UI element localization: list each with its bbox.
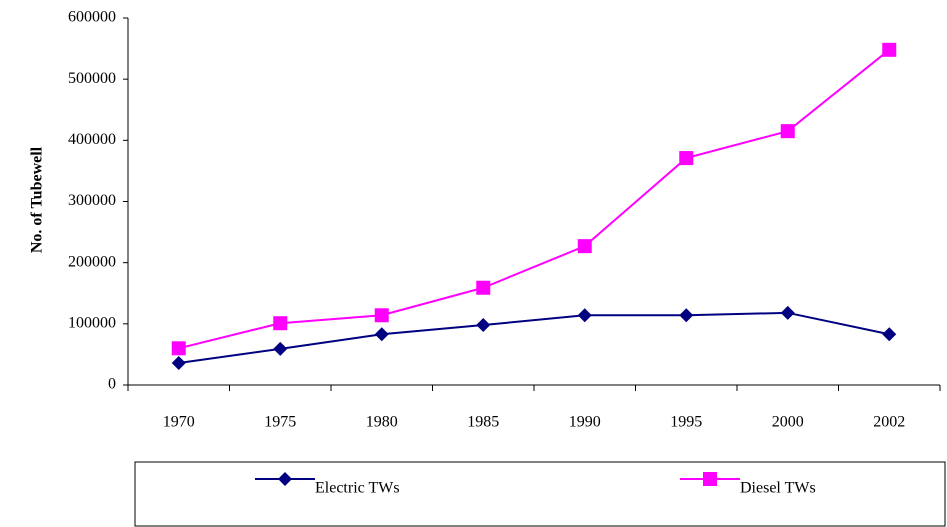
data-point [780,124,795,139]
data-point [679,308,694,323]
data-point [882,327,897,342]
data-point [882,42,897,57]
data-point [577,239,592,254]
legend-label: Electric TWs [315,480,400,497]
legend-label: Diesel TWs [740,480,816,497]
y-tick-label: 100000 [68,315,116,332]
legend-marker [278,472,292,486]
y-tick-label: 500000 [68,70,116,87]
data-point [374,308,389,323]
x-tick-label: 1980 [366,414,398,431]
y-tick-label: 0 [108,376,116,393]
x-tick-label: 2002 [873,414,905,431]
x-tick-label: 1995 [670,414,702,431]
data-point [780,305,795,320]
data-point [171,341,186,356]
data-point [476,280,491,295]
data-point [273,316,288,331]
data-point [476,318,491,333]
x-tick-label: 1990 [569,414,601,431]
y-axis-label: No. of Tubewell [29,146,46,253]
x-tick-label: 1985 [467,414,499,431]
data-point [679,151,694,166]
series-line [178,49,890,350]
y-tick-label: 300000 [68,192,116,209]
y-tick-label: 400000 [68,131,116,148]
legend-marker [703,472,717,486]
data-point [171,355,186,370]
series-line [178,311,890,364]
y-tick-label: 600000 [68,9,116,26]
x-tick-label: 2000 [772,414,804,431]
data-point [273,341,288,356]
legend-box [134,461,946,527]
x-tick-label: 1975 [264,414,296,431]
data-point [374,327,389,342]
data-point [577,308,592,323]
y-tick-label: 200000 [68,253,116,270]
x-tick-label: 1970 [163,414,195,431]
